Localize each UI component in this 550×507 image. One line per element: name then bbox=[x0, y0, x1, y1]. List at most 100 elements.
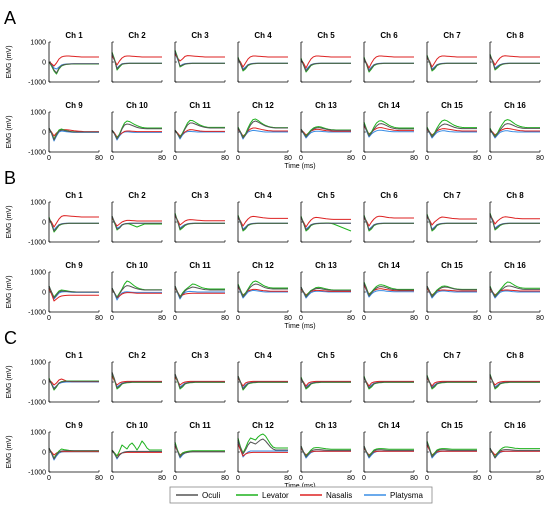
x-axis-label: Time (ms) bbox=[284, 163, 315, 170]
series-line-nasalis bbox=[237, 443, 288, 457]
subplot-ch-14: Ch 14 0 80 bbox=[362, 261, 418, 322]
channel-title: Ch 11 bbox=[189, 261, 211, 270]
x-tick-label: 0 bbox=[47, 315, 51, 322]
subplot-ch-10: Ch 10 0 80 bbox=[110, 101, 166, 162]
channel-title: Ch 7 bbox=[443, 191, 461, 200]
x-tick-label: 0 bbox=[362, 475, 366, 482]
series-line-levator bbox=[237, 280, 288, 297]
channel-title: Ch 5 bbox=[317, 351, 335, 360]
series-line-oculi bbox=[300, 445, 351, 458]
series-line-levator bbox=[174, 283, 225, 298]
subplot-ch-7: Ch 7 bbox=[426, 31, 478, 83]
subplot-ch-16: Ch 16 0 80 bbox=[488, 421, 544, 482]
series-line-oculi bbox=[111, 215, 162, 230]
y-tick-label: 1000 bbox=[30, 200, 46, 207]
series-line-nasalis bbox=[48, 287, 99, 302]
series-line-oculi bbox=[363, 57, 414, 72]
series-line-oculi bbox=[300, 216, 351, 231]
channel-title: Ch 11 bbox=[189, 101, 211, 110]
x-tick-label: 0 bbox=[425, 315, 429, 322]
subplot-ch-2: Ch 2 bbox=[111, 191, 163, 243]
x-tick-label: 0 bbox=[425, 155, 429, 162]
legend-label-platysma: Platysma bbox=[390, 491, 423, 500]
x-tick-label: 0 bbox=[299, 155, 303, 162]
x-tick-label: 80 bbox=[347, 155, 355, 162]
subplot-ch-7: Ch 7 bbox=[426, 351, 478, 403]
subplot-ch-6: Ch 6 bbox=[363, 351, 415, 403]
series-line-platysma bbox=[237, 285, 288, 299]
channel-title: Ch 15 bbox=[441, 101, 463, 110]
subplot-ch-13: Ch 13 0 80 bbox=[299, 421, 355, 482]
x-tick-label: 80 bbox=[221, 155, 229, 162]
subplot-ch-6: Ch 6 bbox=[363, 191, 415, 243]
series-line-oculi bbox=[111, 449, 162, 459]
series-line-oculi bbox=[489, 374, 540, 389]
subplot-ch-1: Ch 1 1000 0 -1000 EMG (mV) bbox=[6, 31, 100, 87]
series-line-levator bbox=[363, 281, 414, 296]
series-line-oculi bbox=[111, 52, 162, 70]
series-line-nasalis bbox=[363, 55, 414, 69]
series-line-levator bbox=[174, 441, 225, 457]
legend: Oculi Levator Nasalis Platysma bbox=[169, 486, 433, 504]
series-line-nasalis bbox=[174, 287, 225, 297]
subplot-ch-10: Ch 10 0 80 bbox=[110, 261, 166, 322]
y-tick-label: 1000 bbox=[30, 40, 46, 47]
channel-title: Ch 16 bbox=[504, 101, 526, 110]
series-line-levator bbox=[426, 440, 477, 457]
series-line-oculi bbox=[363, 445, 414, 458]
series-line-oculi bbox=[489, 447, 540, 459]
channel-title: Ch 5 bbox=[317, 191, 335, 200]
series-line-levator bbox=[48, 377, 99, 391]
subplot-ch-2: Ch 2 bbox=[111, 31, 163, 83]
y-tick-label: 1000 bbox=[30, 110, 46, 117]
x-tick-label: 0 bbox=[110, 155, 114, 162]
channel-title: Ch 1 bbox=[65, 31, 83, 40]
series-line-platysma bbox=[363, 283, 414, 298]
x-tick-label: 80 bbox=[95, 315, 103, 322]
series-line-platysma bbox=[489, 286, 540, 299]
series-line-nasalis bbox=[237, 377, 288, 387]
channel-title: Ch 6 bbox=[380, 191, 398, 200]
series-line-nasalis bbox=[174, 376, 225, 386]
series-line-nasalis bbox=[489, 376, 540, 386]
y-axis-label: EMG (mV) bbox=[6, 205, 13, 238]
legend-label-nasalis: Nasalis bbox=[326, 491, 352, 500]
y-axis-label: EMG (mV) bbox=[6, 275, 13, 308]
series-line-nasalis bbox=[111, 130, 162, 138]
series-line-oculi bbox=[300, 286, 351, 298]
subplot-ch-5: Ch 5 bbox=[300, 351, 352, 403]
series-line-nasalis bbox=[111, 288, 162, 299]
y-axis-label: EMG (mV) bbox=[6, 45, 13, 78]
series-line-nasalis bbox=[111, 375, 162, 386]
series-line-oculi bbox=[489, 54, 540, 70]
series-line-nasalis bbox=[489, 215, 540, 225]
series-line-platysma bbox=[363, 124, 414, 138]
series-line-oculi bbox=[174, 285, 225, 299]
y-tick-label: 1000 bbox=[30, 270, 46, 277]
series-line-oculi bbox=[48, 61, 99, 74]
series-line-oculi bbox=[426, 214, 477, 231]
x-tick-label: 0 bbox=[47, 155, 51, 162]
y-tick-label: 0 bbox=[42, 130, 46, 137]
channel-title: Ch 2 bbox=[128, 31, 146, 40]
subplot-ch-16: Ch 16 0 80 bbox=[488, 261, 544, 322]
x-tick-label: 80 bbox=[95, 155, 103, 162]
channel-title: Ch 8 bbox=[506, 31, 524, 40]
series-line-nasalis bbox=[300, 378, 351, 387]
legend-label-levator: Levator bbox=[262, 491, 289, 500]
series-line-levator bbox=[363, 120, 414, 136]
series-line-platysma bbox=[300, 128, 351, 139]
series-line-nasalis bbox=[111, 450, 162, 457]
series-line-nasalis bbox=[363, 215, 414, 227]
channel-title: Ch 4 bbox=[254, 351, 272, 360]
series-line-oculi bbox=[174, 213, 225, 230]
channel-title: Ch 16 bbox=[504, 261, 526, 270]
subplot-ch-4: Ch 4 bbox=[237, 31, 289, 83]
x-tick-label: 0 bbox=[362, 155, 366, 162]
channel-title: Ch 14 bbox=[378, 261, 400, 270]
channel-title: Ch 6 bbox=[380, 351, 398, 360]
